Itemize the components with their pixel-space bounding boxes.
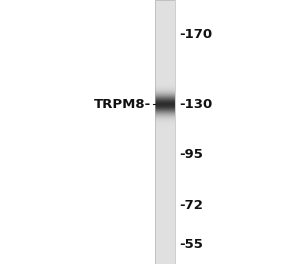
Text: -55: -55 xyxy=(180,238,203,251)
Text: TRPM8-: TRPM8- xyxy=(94,98,151,111)
Text: -72: -72 xyxy=(180,199,203,213)
Text: -95: -95 xyxy=(180,148,203,162)
Text: -130: -130 xyxy=(180,98,213,111)
Text: -170: -170 xyxy=(180,28,213,41)
Bar xyxy=(155,0,175,264)
